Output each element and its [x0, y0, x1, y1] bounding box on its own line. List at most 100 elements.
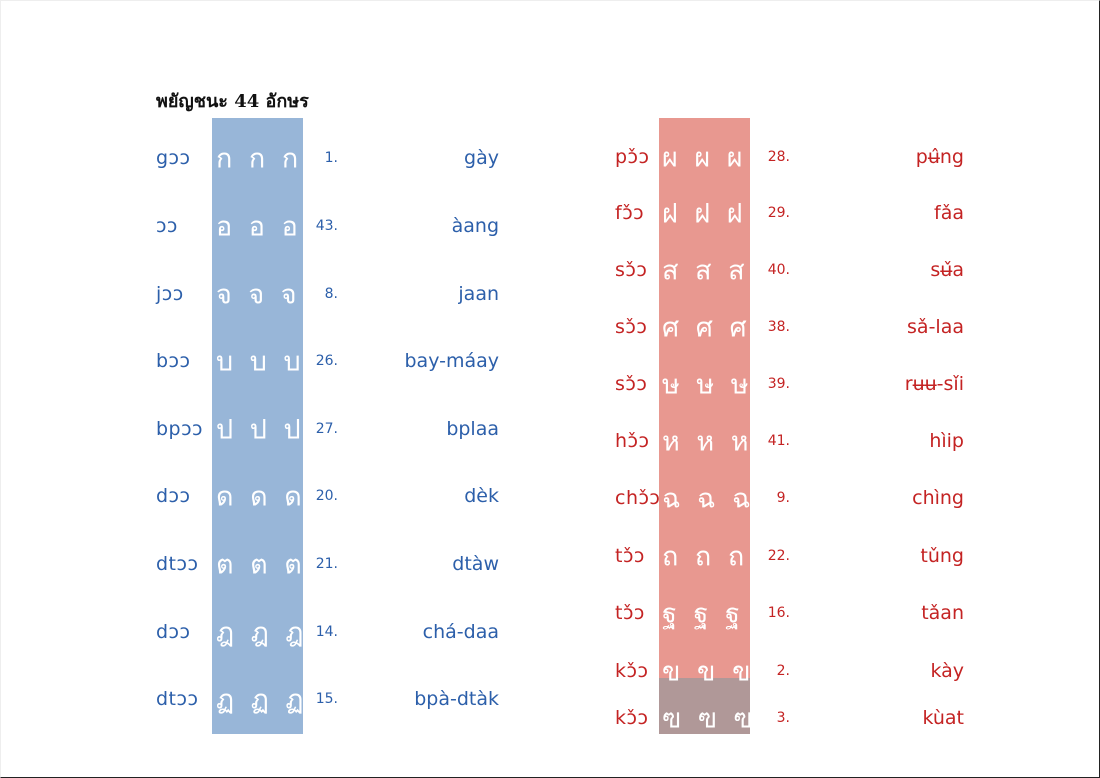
- consonant-name: tɔ̌ɔ: [615, 602, 645, 624]
- consonant-number: 43.: [315, 218, 338, 234]
- consonant-row: gɔɔ ก ก ก 1. gày: [0, 138, 1100, 178]
- consonant-name: sɔ̌ɔ: [615, 316, 648, 338]
- consonant-number: 39.: [767, 376, 790, 392]
- consonant-name: dtɔɔ: [156, 688, 199, 710]
- thai-letter-forms: ก ก ก: [216, 143, 303, 175]
- right-letter-band: [659, 118, 750, 678]
- example-word: tǔng: [920, 545, 964, 567]
- thai-letter-forms: ต ต ต: [216, 549, 306, 581]
- consonant-number: 14.: [315, 624, 338, 640]
- consonant-row: dtɔɔ ฏ ฏ ฏ 15. bpà-dtàk: [0, 679, 1100, 719]
- consonant-number: 27.: [315, 421, 338, 437]
- consonant-name: fɔ̌ɔ: [615, 202, 645, 224]
- consonant-name: ɔɔ: [156, 215, 178, 237]
- thai-letter-forms: ฎ ฎ ฎ: [216, 617, 308, 649]
- thai-letter-forms: ฐ ฐ ฐ: [662, 598, 744, 630]
- consonant-number: 40.: [767, 262, 790, 278]
- example-word: kày: [930, 660, 964, 682]
- consonant-row: bɔɔ บ บ บ 26. bay-máay: [0, 341, 1100, 381]
- consonant-row: fɔ̌ɔ ฝ ฝ ฝ 29. fǎa: [0, 193, 1100, 233]
- consonant-number: 28.: [767, 149, 790, 165]
- example-word: sʉ̌a: [930, 259, 964, 281]
- example-word: bpà-dtàk: [414, 688, 499, 710]
- thai-letter-forms: ส ส ส: [662, 255, 749, 287]
- thai-letter-forms: ป ป ป: [216, 414, 305, 446]
- consonant-row: dtɔɔ ต ต ต 21. dtàw: [0, 544, 1100, 584]
- consonant-name: gɔɔ: [156, 147, 191, 169]
- consonant-name: tɔ̌ɔ: [615, 545, 645, 567]
- thai-letter-forms: ผ ผ ผ: [662, 142, 747, 174]
- consonant-number: 20.: [315, 488, 338, 504]
- consonant-row: sɔ̌ɔ ษ ษ ษ 39. rʉʉ-sǐi: [0, 364, 1100, 404]
- consonant-number: 38.: [767, 319, 790, 335]
- example-word: fǎa: [934, 202, 964, 224]
- consonant-row: sɔ̌ɔ ศ ศ ศ 38. sǎ-laa: [0, 307, 1100, 347]
- consonant-row: bpɔɔ ป ป ป 27. bplaa: [0, 409, 1100, 449]
- consonant-row: kɔ̌ɔ ฃ ฃ ฃ 3. kùat: [0, 698, 1100, 738]
- example-word: pʉ̂ng: [915, 146, 964, 168]
- consonant-number: 22.: [767, 548, 790, 564]
- example-word: jaan: [458, 283, 499, 305]
- consonant-row: sɔ̌ɔ ส ส ส 40. sʉ̌a: [0, 250, 1100, 290]
- thai-letter-forms: ฃ ฃ ฃ: [662, 703, 757, 735]
- consonant-name: bpɔɔ: [156, 418, 203, 440]
- consonant-number: 29.: [767, 205, 790, 221]
- consonant-number: 16.: [767, 605, 790, 621]
- example-word: dtàw: [452, 553, 499, 575]
- example-word: tǎan: [921, 602, 964, 624]
- thai-letter-forms: ฏ ฏ ฏ: [216, 684, 308, 716]
- consonant-number: 3.: [776, 710, 790, 726]
- consonant-number: 41.: [767, 433, 790, 449]
- example-word: chá-daa: [422, 621, 499, 643]
- consonant-number: 9.: [776, 490, 790, 506]
- example-word: hìip: [929, 430, 964, 452]
- consonant-row: ɔɔ อ อ อ 43. àang: [0, 206, 1100, 246]
- consonant-name: bɔɔ: [156, 350, 191, 372]
- thai-letter-forms: ด ด ด: [216, 481, 306, 513]
- consonant-name: dtɔɔ: [156, 553, 199, 575]
- consonant-number: 1.: [324, 150, 338, 166]
- example-word: rʉʉ-sǐi: [904, 373, 964, 395]
- consonant-name: pɔ̌ɔ: [615, 146, 650, 168]
- consonant-row: kɔ̌ɔ ข ข ข 2. kày: [0, 651, 1100, 691]
- consonant-number: 8.: [324, 286, 338, 302]
- consonant-name: chɔ̌ɔ: [615, 487, 661, 509]
- consonant-row: hɔ̌ɔ ห ห ห 41. hìip: [0, 421, 1100, 461]
- consonant-row: dɔɔ ฎ ฎ ฎ 14. chá-daa: [0, 612, 1100, 652]
- consonant-name: hɔ̌ɔ: [615, 430, 650, 452]
- consonant-row: dɔɔ ด ด ด 20. dèk: [0, 476, 1100, 516]
- thai-letter-forms: ฝ ฝ ฝ: [662, 198, 747, 230]
- consonant-name: sɔ̌ɔ: [615, 373, 648, 395]
- consonant-row: pɔ̌ɔ ผ ผ ผ 28. pʉ̂ng: [0, 137, 1100, 177]
- thai-letter-forms: ห ห ห: [662, 426, 753, 458]
- thai-letter-forms: ข ข ข: [662, 656, 755, 688]
- consonant-row: jɔɔ จ จ จ 8. jaan: [0, 274, 1100, 314]
- example-word: sǎ-laa: [907, 316, 964, 338]
- consonant-name: jɔɔ: [156, 283, 184, 305]
- example-word: bplaa: [446, 418, 499, 440]
- consonant-number: 21.: [315, 556, 338, 572]
- consonant-row: chɔ̌ɔ ฉ ฉ ฉ 9. chìng: [0, 478, 1100, 518]
- consonant-name: sɔ̌ɔ: [615, 259, 648, 281]
- thai-letter-forms: ศ ศ ศ: [662, 312, 751, 344]
- example-word: bay-máay: [404, 350, 499, 372]
- thai-letter-forms: ฉ ฉ ฉ: [662, 483, 755, 515]
- consonant-number: 26.: [315, 353, 338, 369]
- thai-letter-forms: ษ ษ ษ: [662, 369, 753, 401]
- thai-letter-forms: ถ ถ ถ: [662, 541, 749, 573]
- left-letter-band: [212, 118, 303, 734]
- consonant-name: dɔɔ: [156, 485, 191, 507]
- example-word: dèk: [464, 485, 499, 507]
- consonant-number: 2.: [776, 663, 790, 679]
- example-word: kùat: [922, 707, 964, 729]
- thai-letter-forms: บ บ บ: [216, 346, 305, 378]
- example-word: àang: [451, 215, 499, 237]
- example-word: gày: [464, 147, 499, 169]
- right-last-letter-band: [659, 678, 750, 734]
- consonant-name: dɔɔ: [156, 621, 191, 643]
- consonant-row: tɔ̌ɔ ฐ ฐ ฐ 16. tǎan: [0, 593, 1100, 633]
- consonant-number: 15.: [315, 691, 338, 707]
- thai-letter-forms: จ จ จ: [216, 279, 301, 311]
- page-title: พยัญชนะ 44 อักษร: [156, 91, 309, 112]
- consonant-name: kɔ̌ɔ: [615, 660, 649, 682]
